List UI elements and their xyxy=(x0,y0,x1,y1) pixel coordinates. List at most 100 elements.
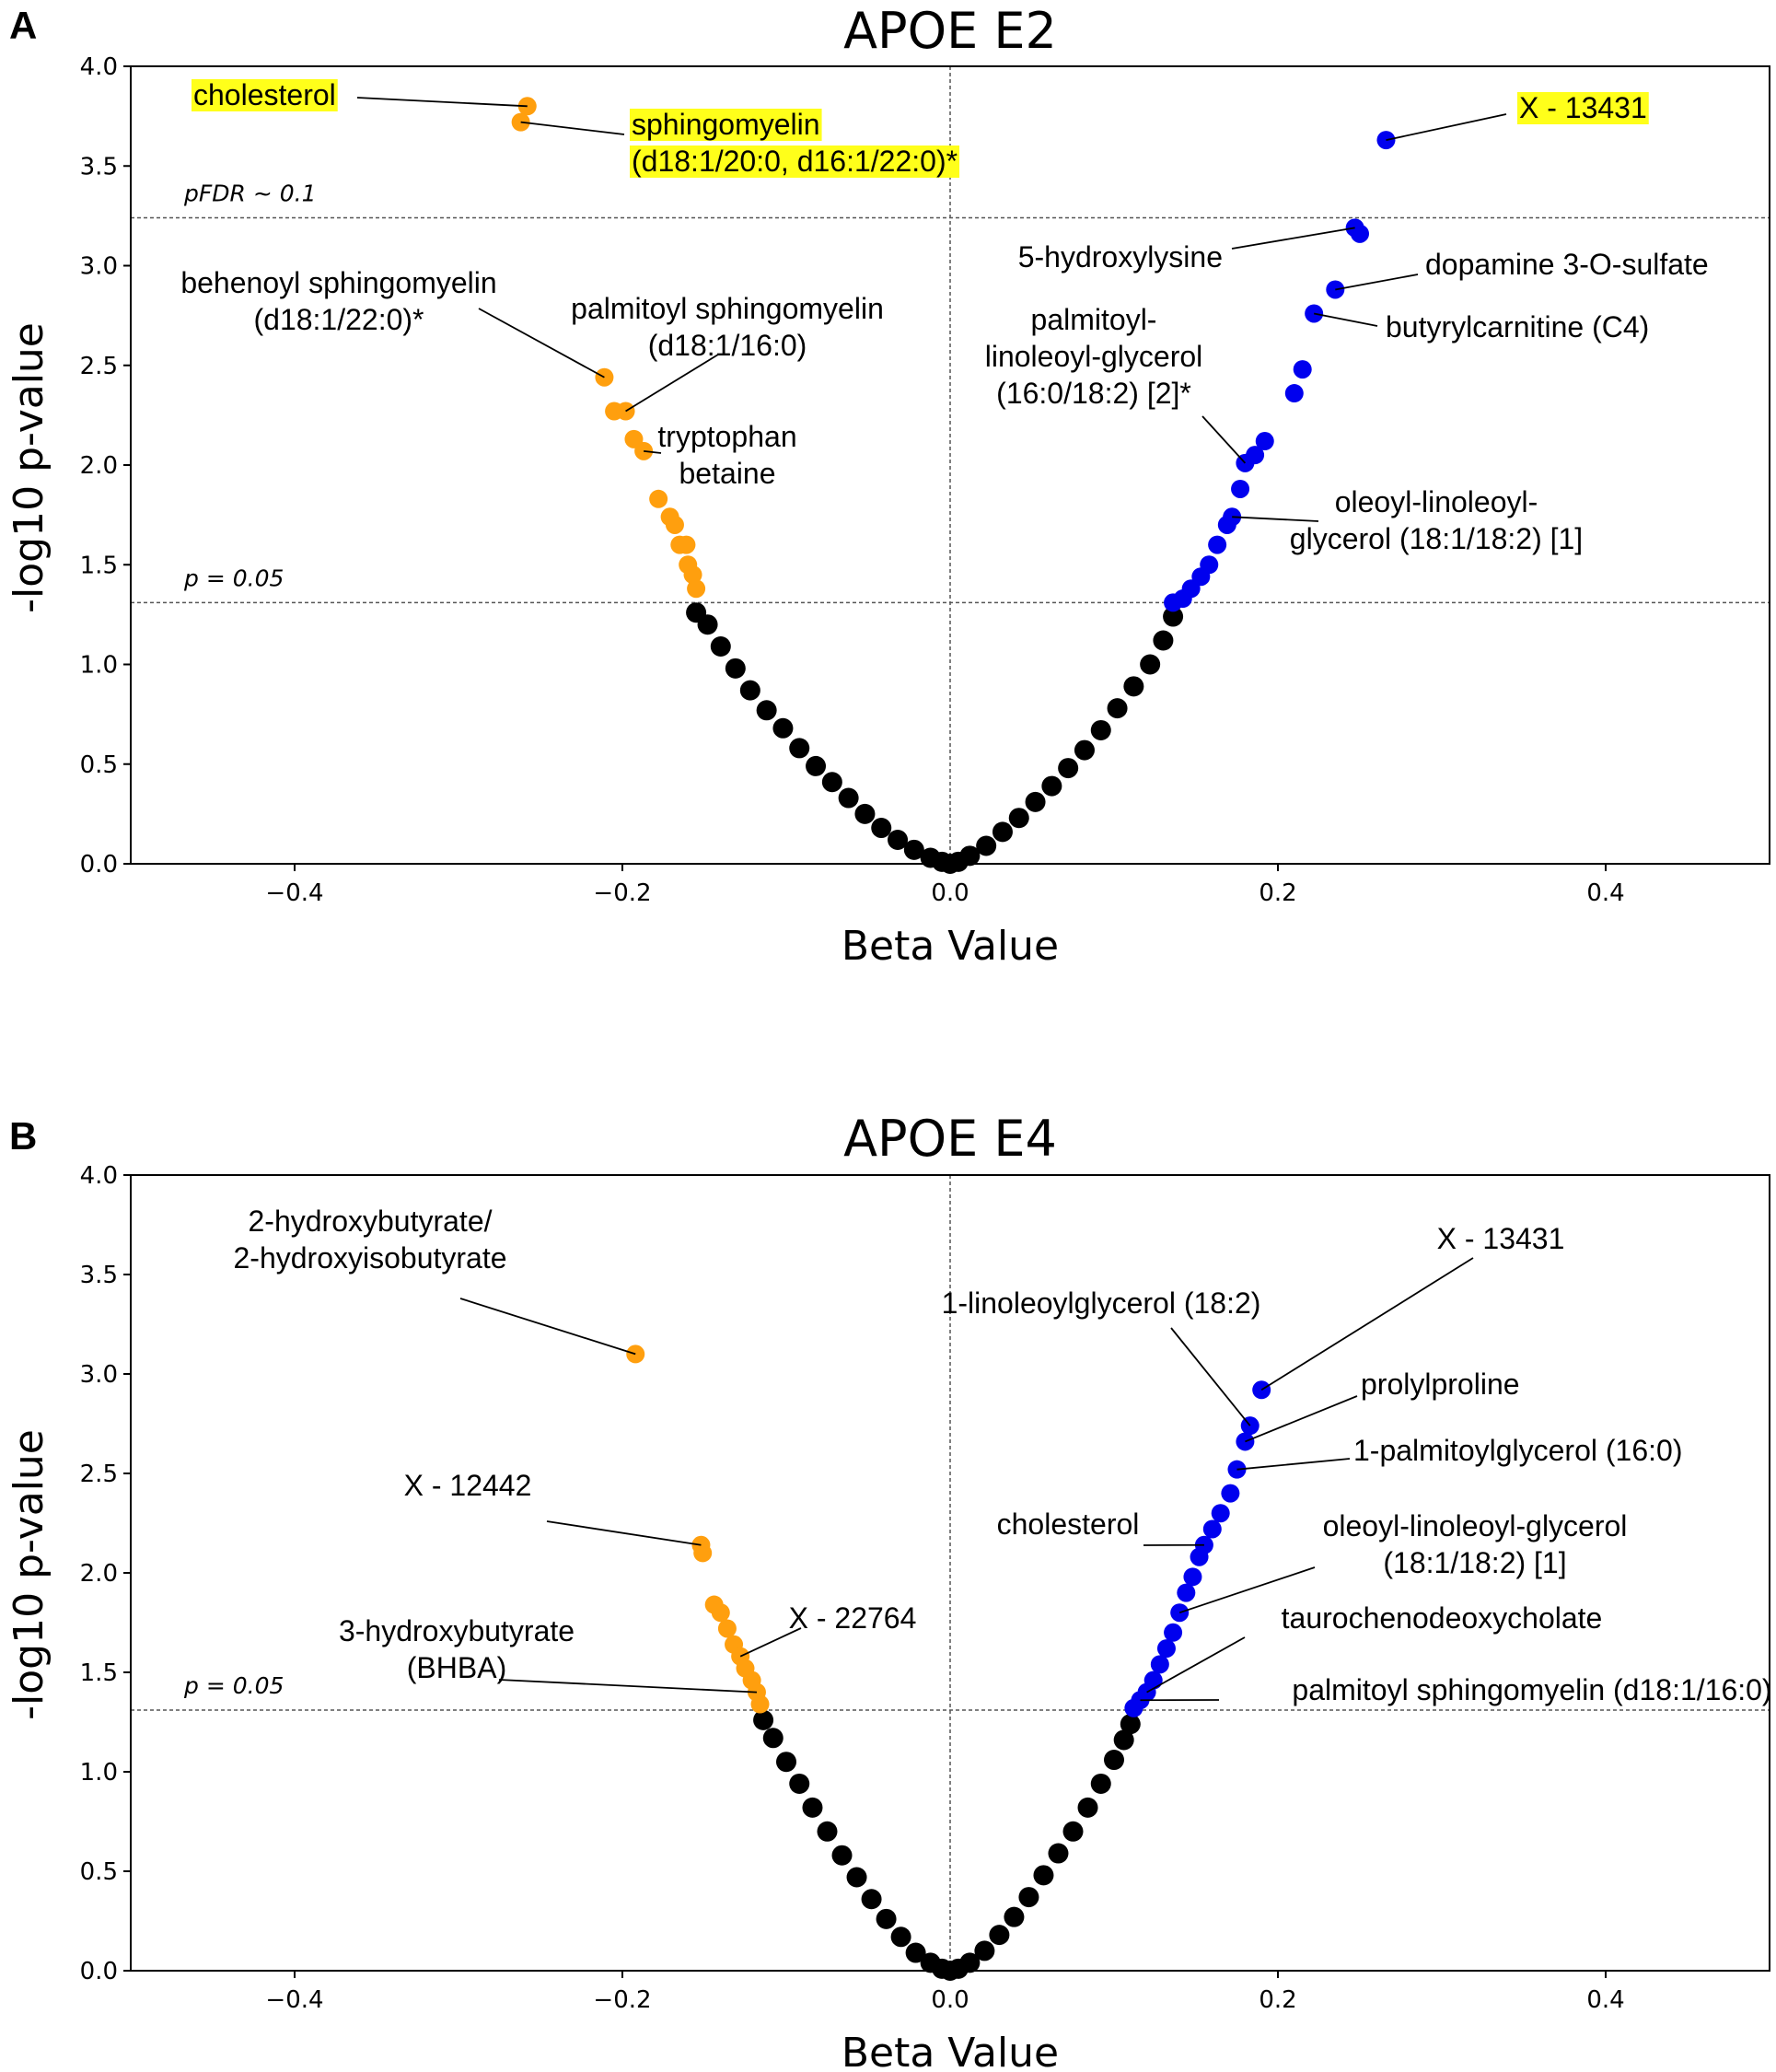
data-point xyxy=(1090,1773,1111,1794)
annotation-label: X - 13431 xyxy=(1519,91,1647,124)
leader-line xyxy=(1236,1458,1351,1471)
annotation-label: (d18:1/16:0) xyxy=(648,329,807,362)
data-point xyxy=(888,830,909,851)
y-tick-label: 3.0 xyxy=(80,253,118,281)
annotation-label: oleoyl-linoleoyl-glycerol xyxy=(1323,1509,1628,1542)
plot-frame-a xyxy=(130,65,1770,865)
x-tick-label: 0.0 xyxy=(931,1986,969,2014)
annotation-label: prolylproline xyxy=(1361,1368,1520,1401)
data-point xyxy=(890,1926,911,1948)
leader-line xyxy=(459,1298,636,1356)
x-tick-label: 0.2 xyxy=(1259,1986,1296,2014)
y-tick-label: 0.0 xyxy=(80,1958,118,1985)
data-point xyxy=(1153,630,1174,651)
y-tick-label: 0.5 xyxy=(80,751,118,779)
data-point xyxy=(817,1821,838,1842)
data-point xyxy=(976,835,997,856)
data-point xyxy=(1120,1714,1141,1735)
data-point xyxy=(1255,432,1274,451)
data-point xyxy=(750,1694,770,1714)
data-point xyxy=(1008,808,1029,829)
data-point xyxy=(693,1543,713,1563)
annotation-label: (18:1/18:2) [1] xyxy=(1383,1546,1566,1579)
data-point xyxy=(739,680,760,701)
annotation-label: X - 22764 xyxy=(789,1601,917,1635)
annotation-label: dopamine 3-O-sulfate xyxy=(1425,248,1709,281)
reference-lines-a: pFDR ~ 0.1 p = 0.05 xyxy=(131,66,1770,864)
x-tick-label: 0.4 xyxy=(1586,1986,1624,2014)
annotation-label: taurochenodeoxycholate xyxy=(1282,1601,1603,1635)
data-point xyxy=(1164,1623,1183,1642)
x-axis-label-b: Beta Value xyxy=(842,2030,1059,2072)
data-point xyxy=(1345,218,1364,238)
y-tick-label: 0.5 xyxy=(80,1858,118,1886)
data-point xyxy=(1190,1547,1209,1566)
annotation-label: 5-hydroxylysine xyxy=(1018,240,1223,274)
annotation-label: behenoyl sphingomyelin xyxy=(180,266,496,299)
y-tick-label: 1.5 xyxy=(80,552,118,579)
data-point xyxy=(1217,515,1236,534)
data-point xyxy=(861,1889,882,1910)
data-point xyxy=(776,1752,796,1773)
data-point xyxy=(1183,1567,1202,1587)
y-tick-label: 2.5 xyxy=(80,353,118,380)
data-point xyxy=(1025,791,1046,812)
annotation-label: glycerol (18:1/18:2) [1] xyxy=(1290,522,1583,555)
data-point xyxy=(831,1845,853,1866)
annotation-label: 1-linoleoylglycerol (18:2) xyxy=(942,1286,1261,1320)
data-point xyxy=(762,1728,784,1749)
x-tick-label: −0.4 xyxy=(265,879,323,907)
annotation-label: oleoyl-linoleoyl- xyxy=(1335,485,1538,518)
annotation-label: 1-palmitoylglycerol (16:0) xyxy=(1353,1434,1682,1467)
annotation-label: linoleoyl-glycerol xyxy=(985,340,1203,373)
data-point xyxy=(1048,1843,1069,1864)
data-points-a xyxy=(511,97,1396,874)
data-point xyxy=(876,1908,897,1929)
plot-frame-b xyxy=(130,1174,1770,1972)
data-point xyxy=(1033,1865,1054,1886)
data-point xyxy=(756,700,777,721)
data-point xyxy=(772,717,794,739)
annotations-a: cholesterol sphingomyelin (d18:1/20:0, d16… xyxy=(180,78,1708,555)
leader-line xyxy=(520,121,625,135)
leader-line xyxy=(1178,1566,1316,1614)
panel-label-a: A xyxy=(9,4,37,47)
leader-line xyxy=(356,97,528,108)
data-point xyxy=(1041,775,1062,797)
highlight-box xyxy=(630,146,960,178)
data-point xyxy=(789,738,810,759)
data-point xyxy=(1004,1906,1025,1927)
x-tick-label: 0.0 xyxy=(931,879,969,907)
y-tick-label: 4.0 xyxy=(80,53,118,81)
y-tick-label: 1.0 xyxy=(80,652,118,680)
leader-line xyxy=(739,1627,802,1658)
data-point xyxy=(871,818,892,839)
y-tick-label: 2.0 xyxy=(80,1560,118,1588)
data-point xyxy=(1163,606,1184,627)
axis-ticks-b: −0.4 −0.2 0.0 0.2 0.4 0.0 0.5 1.0 1.5 2.0 2.5 3.0 3.… xyxy=(80,1162,1625,2014)
y-tick-label: 3.5 xyxy=(80,153,118,180)
data-point xyxy=(683,565,702,585)
data-point xyxy=(1177,1583,1196,1602)
leader-line xyxy=(1260,1257,1474,1391)
data-point xyxy=(717,1619,737,1638)
panel-a: A APOE E2 Beta Value -log10 p-value −0.4… xyxy=(6,2,1770,970)
y-tick-label: 1.0 xyxy=(80,1759,118,1787)
data-point xyxy=(959,1952,981,1973)
annotation-label: betaine xyxy=(679,457,776,490)
x-tick-label: 0.2 xyxy=(1259,879,1296,907)
annotation-label: (16:0/18:2) [2]* xyxy=(996,377,1191,410)
data-point xyxy=(665,515,684,534)
leader-line xyxy=(1232,516,1319,522)
leader-line xyxy=(498,1679,758,1694)
leader-line xyxy=(1245,1395,1358,1443)
data-point xyxy=(1156,1639,1176,1659)
x-tick-label: 0.4 xyxy=(1586,879,1624,907)
highlight-box xyxy=(630,109,822,141)
leader-line xyxy=(1313,312,1378,327)
data-point xyxy=(1221,1484,1240,1503)
annotation-label: cholesterol xyxy=(997,1507,1140,1541)
leader-line xyxy=(625,354,719,413)
data-point xyxy=(806,755,827,776)
